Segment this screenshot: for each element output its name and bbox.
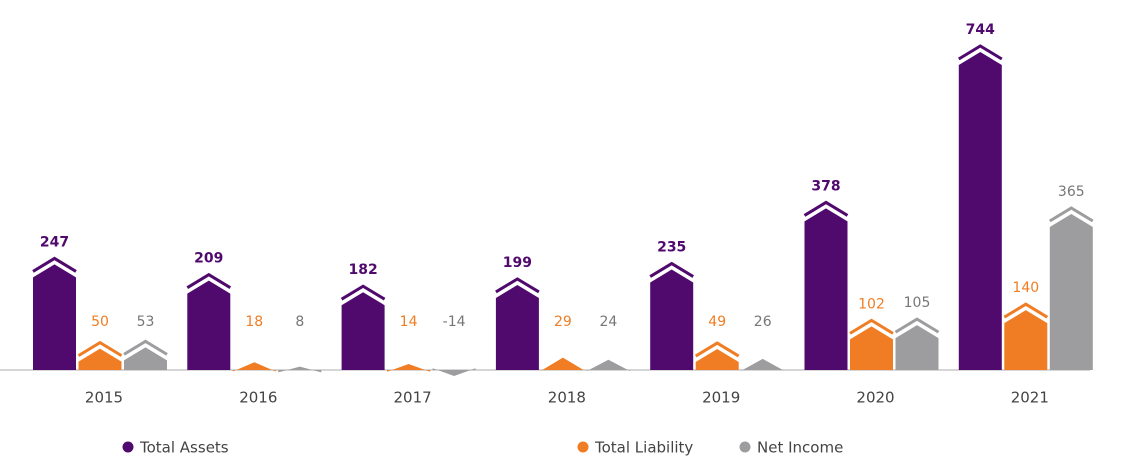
bar-cap [894,317,940,334]
value-label: 199 [503,255,532,271]
legend-label: Net Income [757,439,843,457]
value-label: 744 [966,22,995,38]
bar [495,284,539,370]
value-label: 14 [400,314,418,330]
bar-cap [803,200,849,217]
bar [895,325,939,370]
bar [432,368,476,376]
bar [278,366,322,373]
value-label: 209 [194,251,223,267]
bar [1004,310,1048,370]
legend-label: Total Assets [139,439,229,457]
x-tick-label: 2021 [1011,389,1049,407]
bar-cap [340,284,386,301]
bar [33,264,76,370]
bar-cap [495,277,540,294]
bar-cap [77,340,123,357]
bar [1049,213,1093,370]
bar [650,269,694,370]
value-label: -14 [443,314,466,330]
bar [232,362,276,372]
bar [187,280,231,370]
value-label: 365 [1058,184,1085,200]
value-label: 49 [708,314,726,330]
bar-cap [123,339,168,356]
bar [958,52,1002,370]
value-label: 105 [904,295,931,311]
x-tick-label: 2019 [702,389,740,407]
bar [695,349,739,370]
bar-cap [958,44,1003,61]
bar-cap [1003,302,1049,319]
legend-marker [739,441,751,453]
bar [387,364,431,372]
x-tick-label: 2018 [548,389,586,407]
bar-cap [1049,206,1094,223]
value-label: 18 [245,314,263,330]
value-label: 102 [858,296,885,312]
bar [741,358,785,371]
bar-cap [32,256,77,273]
value-label: 53 [137,314,155,330]
bar [541,357,585,371]
x-tick-label: 2015 [85,389,123,407]
x-tick-label: 2017 [394,389,432,407]
bar-cap [649,261,694,278]
bar [78,348,122,370]
bar [804,208,848,370]
bar [850,326,893,370]
value-label: 378 [811,178,840,194]
bar-cap [849,318,894,335]
value-label: 29 [554,314,572,330]
value-label: 235 [657,240,686,256]
bar [341,292,385,370]
value-label: 247 [40,234,69,250]
value-label: 140 [1012,280,1039,296]
value-label: 24 [599,314,617,330]
value-label: 182 [348,262,377,278]
legend-marker [122,441,134,453]
legend-marker [577,441,589,453]
value-label: 8 [295,314,304,330]
bar [586,359,630,371]
x-tick-label: 2020 [856,389,894,407]
x-tick-label: 2016 [239,389,277,407]
value-label: 50 [91,314,109,330]
bar [124,347,167,370]
legend-label: Total Liability [594,439,693,457]
bar-cap [186,272,232,289]
bar-cap [694,341,740,358]
value-label: 26 [754,314,772,330]
